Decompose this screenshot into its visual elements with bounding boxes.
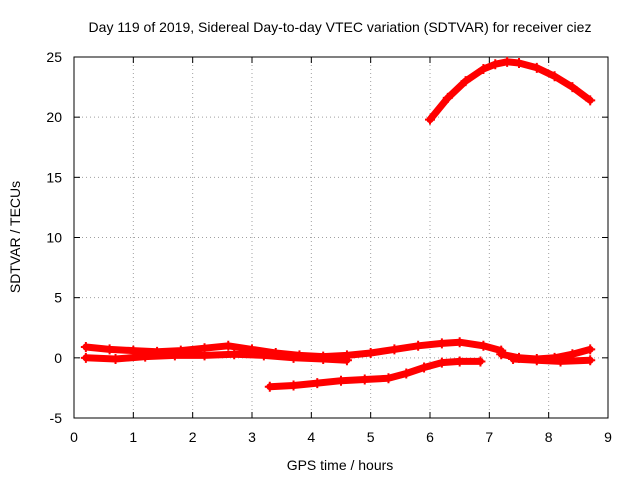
x-tick-label: 8: [545, 429, 553, 445]
data-point: [312, 378, 323, 389]
x-tick-label: 4: [307, 429, 315, 445]
data-point: [549, 71, 560, 82]
data-point: [514, 58, 524, 69]
x-tick-label: 9: [604, 429, 612, 445]
data-point: [229, 349, 240, 360]
data-point: [531, 62, 542, 73]
data-point: [258, 350, 269, 361]
data-point: [508, 354, 519, 365]
data-point: [478, 64, 489, 75]
data-point: [318, 354, 329, 365]
data-point: [389, 344, 400, 355]
series-band: [509, 355, 594, 365]
data-point: [585, 95, 596, 106]
data-point: [288, 380, 299, 391]
data-point: [359, 374, 370, 385]
data-series: [80, 56, 596, 392]
y-tick-label: 20: [46, 109, 62, 125]
data-point: [169, 350, 180, 361]
data-point: [490, 59, 501, 70]
data-point: [128, 345, 139, 356]
data-point: [288, 352, 299, 363]
series-track-b: [80, 349, 352, 366]
data-point: [140, 351, 151, 362]
data-point: [223, 340, 234, 351]
data-point: [336, 375, 346, 386]
data-point: [413, 340, 424, 351]
data-point: [478, 340, 489, 351]
data-point: [436, 338, 447, 349]
x-tick-label: 7: [485, 429, 493, 445]
data-point: [401, 368, 412, 379]
x-axis-label: GPS time / hours: [287, 457, 394, 473]
x-tick-label: 0: [70, 429, 78, 445]
data-point: [419, 362, 430, 373]
x-tick-label: 1: [129, 429, 137, 445]
data-point: [496, 349, 507, 360]
chart-title: Day 119 of 2019, Sidereal Day-to-day VTE…: [89, 19, 592, 35]
data-point: [454, 356, 465, 367]
series-track-d: [508, 354, 596, 367]
series-band: [426, 58, 594, 124]
series-band: [82, 350, 351, 364]
series-track-lower: [264, 356, 486, 392]
data-point: [80, 352, 91, 363]
y-tick-label: -5: [50, 410, 63, 426]
data-point: [365, 348, 376, 359]
data-point: [585, 355, 596, 366]
data-point: [110, 354, 121, 365]
data-point: [341, 355, 352, 366]
data-point: [531, 355, 542, 366]
data-point: [460, 76, 471, 87]
y-axis-label: SDTVAR / TECUs: [7, 181, 23, 293]
y-tick-label: 25: [46, 49, 62, 65]
x-tick-label: 2: [189, 429, 197, 445]
data-point: [475, 356, 486, 367]
y-tick-labels: -5 0 5 10 15 20 25: [46, 49, 62, 426]
series-track-upper: [425, 56, 596, 125]
data-point: [199, 350, 210, 361]
data-point: [436, 357, 447, 368]
data-point: [383, 373, 394, 384]
y-tick-label: 10: [46, 230, 62, 246]
data-point: [425, 114, 435, 125]
x-tick-label: 3: [248, 429, 256, 445]
data-point: [80, 342, 91, 353]
x-tick-label: 5: [367, 429, 375, 445]
data-point: [104, 344, 115, 355]
series-band: [266, 357, 484, 391]
x-tick-labels: 0 1 2 3 4 5 6 7 8 9: [70, 429, 612, 445]
data-point: [264, 381, 275, 392]
x-tick-label: 6: [426, 429, 434, 445]
data-point: [585, 344, 596, 355]
y-tick-label: 5: [54, 290, 62, 306]
grid: [74, 57, 608, 418]
axis-ticks: [73, 56, 609, 419]
data-point: [567, 82, 578, 93]
data-point: [442, 92, 453, 103]
data-point: [555, 356, 566, 367]
y-tick-label: 15: [46, 169, 62, 185]
data-point: [454, 337, 465, 348]
data-point: [502, 56, 513, 67]
y-tick-label: 0: [54, 350, 62, 366]
